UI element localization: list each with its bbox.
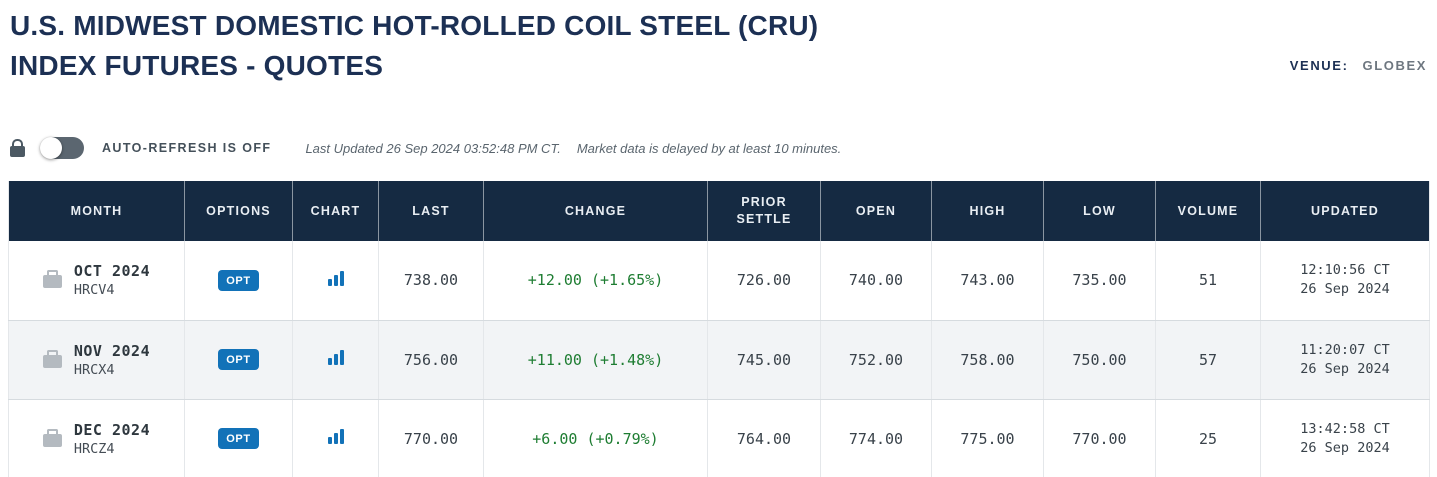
opt-button[interactable]: OPT <box>218 428 259 449</box>
month-label: NOV 2024 <box>73 341 151 360</box>
updated-time: 11:20:07 CT <box>1300 341 1390 358</box>
chart-cell <box>292 399 379 477</box>
volume-cell: 51 <box>1155 241 1261 321</box>
auto-refresh-toggle[interactable] <box>40 137 84 159</box>
month-label: DEC 2024 <box>73 420 151 439</box>
high-cell: 743.00 <box>931 241 1044 321</box>
column-header-updated: UPDATED <box>1260 181 1430 241</box>
low-cell: 735.00 <box>1043 241 1156 321</box>
lock-icon <box>10 139 25 157</box>
updated-date: 26 Sep 2024 <box>1300 281 1390 298</box>
updated-date: 26 Sep 2024 <box>1300 360 1390 377</box>
column-header-low: LOW <box>1043 181 1156 241</box>
column-header-change: CHANGE <box>483 181 708 241</box>
last-updated-note: Last Updated 26 Sep 2024 03:52:48 PM CT.… <box>305 141 841 156</box>
column-header-high: HIGH <box>931 181 1044 241</box>
prior-settle-cell: 726.00 <box>707 241 821 321</box>
column-header-last: LAST <box>378 181 484 241</box>
chart-cell <box>292 320 379 400</box>
table-header-row: MONTH OPTIONS CHART LAST CHANGE PRIOR SE… <box>8 181 1430 241</box>
column-header-options: OPTIONS <box>184 181 293 241</box>
updated-date: 26 Sep 2024 <box>1300 439 1390 456</box>
column-header-prior-settle: PRIOR SETTLE <box>707 181 821 241</box>
contract-code: HRCV4 <box>73 282 115 299</box>
bar-chart-icon[interactable] <box>327 350 344 365</box>
contract-code: HRCX4 <box>73 361 115 378</box>
quotes-table: MONTH OPTIONS CHART LAST CHANGE PRIOR SE… <box>8 181 1430 477</box>
updated-cell: 13:42:58 CT 26 Sep 2024 <box>1260 399 1430 477</box>
volume-cell: 57 <box>1155 320 1261 400</box>
updated-cell: 11:20:07 CT 26 Sep 2024 <box>1260 320 1430 400</box>
prior-settle-cell: 764.00 <box>707 399 821 477</box>
table-header: MONTH OPTIONS CHART LAST CHANGE PRIOR SE… <box>8 181 1430 241</box>
change-cell: +12.00 (+1.65%) <box>483 241 708 321</box>
contract-code: HRCZ4 <box>73 440 115 457</box>
options-cell: OPT <box>184 399 293 477</box>
briefcase-icon <box>42 270 62 289</box>
delay-notice-text: Market data is delayed by at least 10 mi… <box>576 140 842 156</box>
change-cell: +6.00 (+0.79%) <box>483 399 708 477</box>
column-header-volume: VOLUME <box>1155 181 1261 241</box>
column-header-month: MONTH <box>8 181 185 241</box>
last-updated-text: Last Updated 26 Sep 2024 03:52:48 PM CT. <box>305 140 561 156</box>
venue: VENUE: GLOBEX <box>1290 58 1427 73</box>
month-cell: NOV 2024 HRCX4 <box>8 320 185 400</box>
page-title-line1: U.S. MIDWEST DOMESTIC HOT-ROLLED COIL ST… <box>10 10 819 41</box>
venue-value: GLOBEX <box>1362 58 1427 73</box>
prior-settle-cell: 745.00 <box>707 320 821 400</box>
chart-cell <box>292 241 379 321</box>
page-header: U.S. MIDWEST DOMESTIC HOT-ROLLED COIL ST… <box>0 0 1437 86</box>
open-cell: 774.00 <box>820 399 932 477</box>
venue-label: VENUE: <box>1289 58 1349 73</box>
high-cell: 758.00 <box>931 320 1044 400</box>
quotes-table-container: MONTH OPTIONS CHART LAST CHANGE PRIOR SE… <box>8 181 1430 477</box>
opt-button[interactable]: OPT <box>218 349 259 370</box>
column-header-open: OPEN <box>820 181 932 241</box>
table-row-nov-2024: NOV 2024 HRCX4 OPT 756.00 +11.00 (+1.48%… <box>8 320 1430 400</box>
month-cell: OCT 2024 HRCV4 <box>8 241 185 321</box>
change-cell: +11.00 (+1.48%) <box>483 320 708 400</box>
bar-chart-icon[interactable] <box>327 270 344 286</box>
last-cell: 770.00 <box>378 399 484 477</box>
month-label: OCT 2024 <box>73 262 151 281</box>
open-cell: 740.00 <box>820 241 932 321</box>
options-cell: OPT <box>184 241 293 321</box>
opt-button[interactable]: OPT <box>218 269 259 291</box>
last-cell: 738.00 <box>378 241 484 321</box>
controls-bar: AUTO-REFRESH IS OFF Last Updated 26 Sep … <box>10 135 1437 161</box>
briefcase-icon <box>42 349 62 368</box>
updated-time: 13:42:58 CT <box>1300 420 1390 437</box>
volume-cell: 25 <box>1155 399 1261 477</box>
low-cell: 770.00 <box>1043 399 1156 477</box>
page-title: U.S. MIDWEST DOMESTIC HOT-ROLLED COIL ST… <box>10 6 1427 86</box>
high-cell: 775.00 <box>931 399 1044 477</box>
options-cell: OPT <box>184 320 293 400</box>
low-cell: 750.00 <box>1043 320 1156 400</box>
updated-time: 12:10:56 CT <box>1300 262 1390 279</box>
toggle-knob[interactable] <box>40 137 62 159</box>
page-title-line2: INDEX FUTURES - QUOTES <box>10 50 384 81</box>
column-header-chart: CHART <box>292 181 379 241</box>
bar-chart-icon[interactable] <box>327 429 344 444</box>
briefcase-icon <box>42 428 62 447</box>
open-cell: 752.00 <box>820 320 932 400</box>
auto-refresh-label: AUTO-REFRESH IS OFF <box>102 141 272 155</box>
updated-cell: 12:10:56 CT 26 Sep 2024 <box>1260 241 1430 321</box>
last-cell: 756.00 <box>378 320 484 400</box>
table-body: OCT 2024 HRCV4 OPT 738.00 +12.00 (+1.65%… <box>8 241 1430 477</box>
table-row-dec-2024: DEC 2024 HRCZ4 OPT 770.00 +6.00 (+0.79%)… <box>8 399 1430 477</box>
month-cell: DEC 2024 HRCZ4 <box>8 399 185 477</box>
table-row-oct-2024: OCT 2024 HRCV4 OPT 738.00 +12.00 (+1.65%… <box>8 241 1430 321</box>
